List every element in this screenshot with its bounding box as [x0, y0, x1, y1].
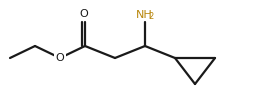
Text: NH: NH: [135, 10, 152, 20]
Text: O: O: [55, 53, 64, 63]
Text: O: O: [79, 9, 88, 19]
Text: 2: 2: [148, 12, 153, 21]
